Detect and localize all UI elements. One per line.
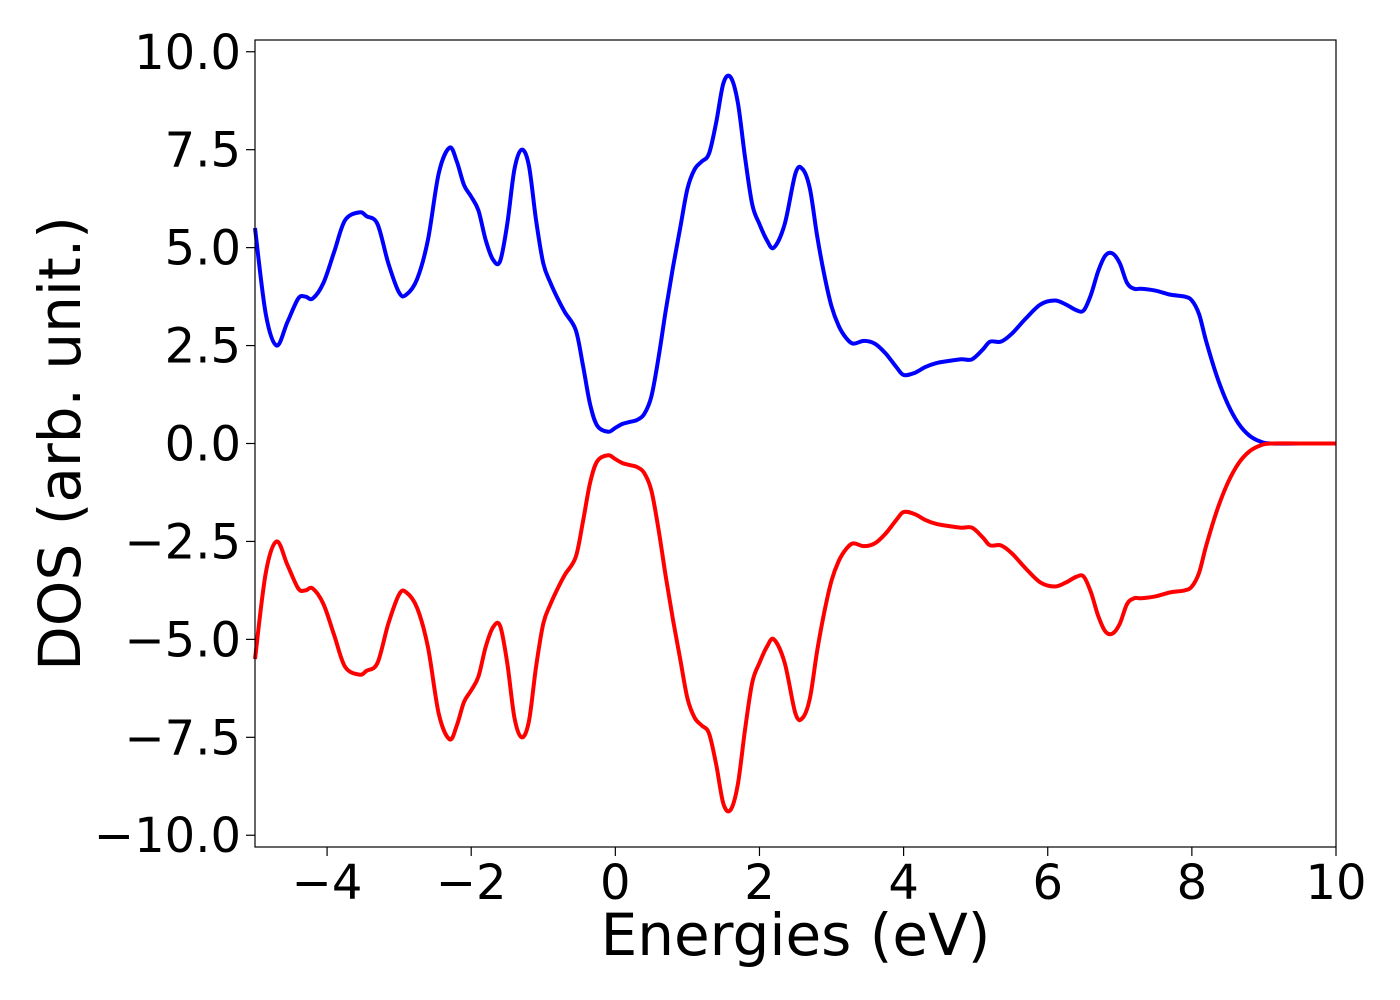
x-tick-label: 6: [1032, 855, 1063, 911]
x-tick-label: 4: [888, 855, 919, 911]
y-tick-label: −10.0: [94, 808, 241, 864]
series-layer: [253, 73, 1336, 814]
y-tick-label: −5.0: [124, 612, 241, 668]
y-axis-ticks: 10.0 7.5 5.0 2.5 0.0 −2.5 −5.0 −7.5 −10.0: [94, 25, 255, 864]
x-tick-label: 10: [1305, 855, 1366, 911]
y-tick-label: 0.0: [165, 417, 241, 473]
series-line-spin-down: [253, 441, 1336, 814]
plot-frame: [254, 39, 1337, 848]
y-tick-label: 5.0: [165, 221, 241, 277]
x-axis-ticks: −4 −2 0 2 4 6 8 10: [292, 847, 1367, 911]
y-axis-label: DOS (arb. unit.): [26, 216, 94, 671]
x-tick-label: −4: [292, 855, 363, 911]
x-tick-label: −2: [436, 855, 507, 911]
y-tick-label: 10.0: [134, 25, 241, 81]
y-tick-label: −7.5: [124, 710, 241, 766]
x-tick-label: 0: [600, 855, 631, 911]
x-tick-label: 8: [1177, 855, 1208, 911]
y-tick-label: 7.5: [165, 123, 241, 179]
x-axis-label: Energies (eV): [601, 901, 991, 969]
series-line-spin-up: [253, 73, 1336, 446]
x-tick-label: 2: [744, 855, 775, 911]
y-tick-label: −2.5: [124, 514, 241, 570]
y-tick-label: 2.5: [165, 319, 241, 375]
